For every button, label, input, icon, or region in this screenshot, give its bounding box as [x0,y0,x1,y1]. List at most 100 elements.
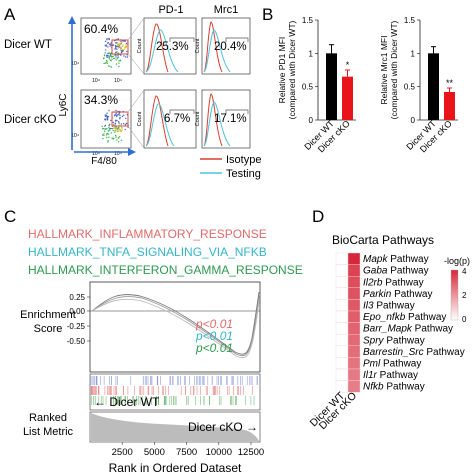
dot-point [112,138,114,140]
dot-point [119,116,121,119]
dot-point [126,123,128,125]
dotplot-wt-pct: 60.4% [84,22,118,36]
pathway-label: Il1r Pathway [363,370,418,381]
dot-point [116,114,119,116]
dot-point [117,45,119,48]
heatmap-cell-cko [347,322,361,335]
dot-point [114,127,117,129]
dot-point [112,56,114,58]
heatmap-cell-wt [335,345,349,358]
es-curve-inflammatory [91,291,260,355]
dot-point [104,52,106,54]
dot-point [105,44,108,46]
heatmap-cell-wt [335,287,349,300]
es-curve-ifng [91,298,260,359]
row-label-cko: Dicer cKO [4,114,56,126]
dot-point [115,56,117,58]
y-tick-label: 1 [411,49,416,58]
es-label-line2: Score [34,323,63,335]
rank-axis-label: Rank in Ordered Dataset [109,461,242,475]
gsea-legend-ifng: HALLMARK_INTERFERON_GAMMA_RESPONSE [28,263,303,277]
heatmap-legend-title: -log(p) [444,256,470,266]
ranked-label-line1: Ranked [29,412,67,424]
dot-point [105,134,108,136]
pathway-label: Il2rb Pathway [363,277,424,288]
dot-point [104,128,106,130]
hist-pd1-cko-testing [145,103,175,147]
hist-pd1-wt-pct: 25.3% [156,41,189,53]
dot-point [106,133,109,135]
dot-point [114,123,117,125]
dot-point [119,136,121,138]
dot-point [107,133,110,135]
dot-point [120,42,123,44]
dot-point [114,47,117,49]
dot-point [109,45,111,47]
dot-point [115,51,117,54]
pathway-label: Mapk Pathway [363,254,429,265]
dot-point [112,44,114,46]
dot-point [108,109,110,112]
tick-104-wt-x2: 10⁴ [114,78,122,84]
dot-point [126,54,128,56]
panel-a: A PD-1 Mrc1 Dicer WT Dicer cKO 60.4% 34.… [4,4,261,180]
tick-104-cko-x1: 10⁴ [92,151,100,157]
dot-point [119,59,122,61]
col-header-mrc1: Mrc1 [214,4,238,16]
dot-point [121,129,123,131]
dicer-wt-arrow: ← Dicer WT [94,395,160,409]
dot-point [109,65,111,68]
gate-bracket-pd1-wt [169,37,195,42]
dot-point [110,132,113,134]
dot-point [108,125,110,127]
dot-point [117,38,120,40]
count-label-mrc1-cko: Count [195,111,201,126]
dot-point [116,51,118,53]
y-tick-label: 0 [309,116,314,125]
dot-point [114,54,116,56]
heatmap-legend-tick-2: 2 [462,291,467,300]
dot-point [102,137,104,140]
dot-point [105,59,108,62]
dot-point [108,127,110,129]
dot-point [116,130,118,132]
row-label-wt: Dicer WT [4,39,52,51]
dot-point [119,128,122,131]
bar [444,92,455,120]
dot-point [108,58,110,60]
dot-point [118,60,120,62]
dot-point [119,49,122,51]
dot-point [123,40,125,42]
heatmap-cell-wt [335,264,349,277]
y-tick-label: 0.5 [404,83,416,92]
dot-point [119,130,121,132]
ranked-list-area [91,413,259,441]
dot-point [111,58,113,60]
gsea-legend-tnfa: HALLMARK_TNFA_SIGNALING_VIA_NFKB [28,245,267,259]
hist-mrc1-cko-pct: 17.1% [214,113,247,125]
gene-hit-bars [90,376,258,405]
dot-point [124,128,126,131]
es-axis-ticks: 0.25 0.00 -0.25 -0.50 [67,293,90,346]
heatmap-cell-wt [335,252,349,265]
hist-mrc1-wt-pct: 20.4% [214,41,247,53]
gsea-legend-inflammatory: HALLMARK_INFLAMMATORY_RESPONSE [28,227,267,241]
dot-point [124,124,127,126]
dot-point [107,116,109,118]
dot-point [107,140,109,142]
dot-point [105,49,107,51]
dot-point [115,109,117,112]
dot-point [118,121,120,123]
heatmap-cell-cko [347,345,361,358]
dot-point [108,55,110,57]
dot-point [117,54,119,57]
panel-c-letter: C [4,207,16,226]
x-axis-arrowhead [128,148,136,156]
pathway-label: Il3 Pathway [363,301,415,312]
heatmap-legend-tick-4: 4 [462,267,467,276]
es-tick-label: -0.25 [67,322,86,331]
dot-point [124,40,126,42]
dot-point [107,46,109,48]
pathway-label: Epo_nfkb Pathway [363,312,446,323]
